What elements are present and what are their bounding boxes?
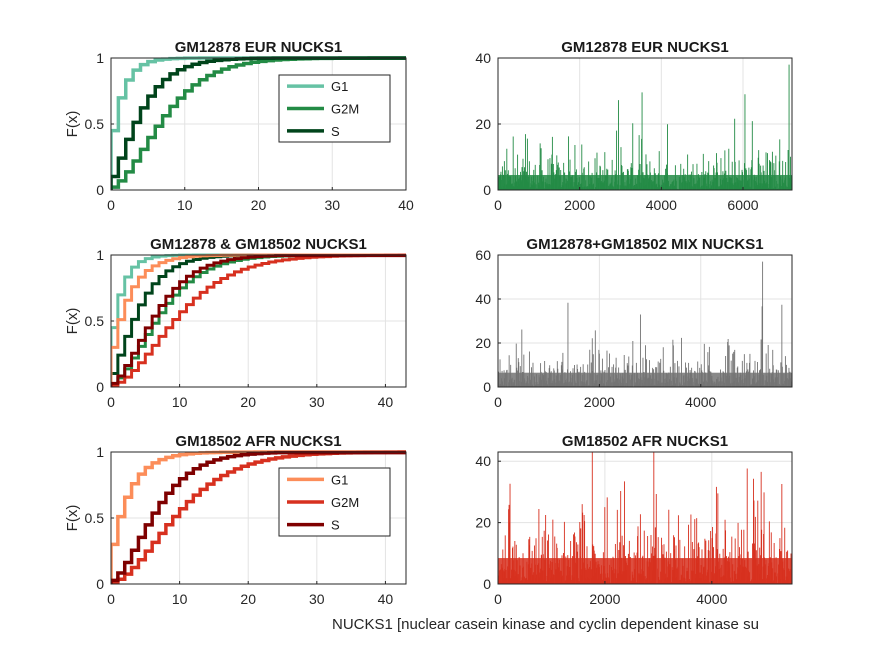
chart-title: GM18502 AFR NUCKS1 xyxy=(175,433,341,450)
chart-title: GM12878 EUR NUCKS1 xyxy=(175,39,343,56)
y-tick-label: 20 xyxy=(475,335,491,351)
chart-title: GM18502 AFR NUCKS1 xyxy=(562,433,728,450)
x-tick-label: 4000 xyxy=(685,394,716,410)
y-tick-label: 40 xyxy=(475,291,491,307)
bar-dense-fill xyxy=(498,558,792,584)
y-tick-label: 0 xyxy=(96,379,104,395)
x-tick-label: 30 xyxy=(309,591,325,607)
x-tick-label: 0 xyxy=(494,197,502,213)
chart-title: GM12878 & GM18502 NUCKS1 xyxy=(150,236,367,253)
bar-dense-fill xyxy=(498,174,792,190)
x-tick-label: 10 xyxy=(177,197,193,213)
y-axis-label: F(x) xyxy=(64,505,81,532)
x-tick-label: 2000 xyxy=(584,394,615,410)
x-tick-label: 0 xyxy=(107,591,115,607)
y-tick-label: 1 xyxy=(96,247,104,263)
bar-dense-fill xyxy=(498,372,792,387)
x-tick-label: 4000 xyxy=(646,197,677,213)
legend: G1 G2M S xyxy=(278,74,391,143)
plot-area xyxy=(498,255,792,387)
chart-title: GM12878 EUR NUCKS1 xyxy=(561,39,729,56)
series-line-5 xyxy=(111,254,406,387)
x-tick-label: 10 xyxy=(172,394,188,410)
x-tick-label: 10 xyxy=(172,591,188,607)
axes-box xyxy=(497,254,793,388)
legend-label-0: G1 xyxy=(331,472,348,487)
y-tick-label: 60 xyxy=(475,247,491,263)
x-tick-label: 2000 xyxy=(564,197,595,213)
y-axis-label: F(x) xyxy=(64,308,81,335)
chart-panel-p4: 0 2000 4000 0 20 40 60 GM12878+GM18502 MIX NUCK… xyxy=(475,236,793,410)
x-tick-label: 2000 xyxy=(589,591,620,607)
axes-box xyxy=(497,451,793,585)
x-tick-label: 4000 xyxy=(696,591,727,607)
figure-xlabel: NUCKS1 [nuclear casein kinase and cyclin… xyxy=(332,616,759,633)
legend-label-2: S xyxy=(331,124,340,139)
legend-label-1: G2M xyxy=(331,495,359,510)
y-tick-label: 0.5 xyxy=(85,313,105,329)
chart-panel-p5: 0 10 20 30 40 0 0.5 1 GM18502 AFR NUCKS1 F(x) G1 G2… xyxy=(64,433,407,607)
y-axis-label: F(x) xyxy=(64,111,81,138)
x-tick-label: 40 xyxy=(398,197,414,213)
y-tick-label: 0 xyxy=(96,182,104,198)
x-tick-label: 0 xyxy=(107,197,115,213)
x-tick-label: 30 xyxy=(324,197,340,213)
x-tick-label: 40 xyxy=(378,591,394,607)
y-tick-label: 1 xyxy=(96,444,104,460)
y-tick-label: 0 xyxy=(96,576,104,592)
x-tick-label: 6000 xyxy=(727,197,758,213)
legend-label-1: G2M xyxy=(331,102,359,117)
chart-panel-p3: 0 10 20 30 40 0 0.5 1 GM12878 & GM18502 NUCKS1 F(… xyxy=(64,236,407,410)
data-layer xyxy=(498,64,792,190)
y-tick-label: 0 xyxy=(483,576,491,592)
data-layer xyxy=(498,452,792,584)
x-tick-label: 20 xyxy=(240,591,256,607)
legend-label-0: G1 xyxy=(331,79,348,94)
x-tick-label: 0 xyxy=(494,591,502,607)
x-tick-label: 0 xyxy=(107,394,115,410)
x-tick-label: 20 xyxy=(240,394,256,410)
y-tick-label: 40 xyxy=(475,453,491,469)
y-tick-label: 1 xyxy=(96,50,104,66)
chart-panel-p6: 0 2000 4000 0 20 40 GM18502 AFR NUCKS1 xyxy=(475,433,793,607)
chart-panel-p1: 0 10 20 30 40 0 0.5 1 GM12878 EUR NUCKS1 F(x) G1 G2… xyxy=(64,39,414,213)
legend: G1 G2M S xyxy=(278,467,391,537)
y-tick-label: 0.5 xyxy=(85,116,105,132)
legend-label-2: S xyxy=(331,518,340,533)
series-line-2 xyxy=(111,450,406,584)
x-tick-label: 40 xyxy=(378,394,394,410)
y-tick-label: 40 xyxy=(475,50,491,66)
y-tick-label: 0 xyxy=(483,182,491,198)
chart-title: GM12878+GM18502 MIX NUCKS1 xyxy=(526,236,763,253)
x-tick-label: 20 xyxy=(251,197,267,213)
y-tick-label: 20 xyxy=(475,515,491,531)
x-tick-label: 30 xyxy=(309,394,325,410)
y-tick-label: 0.5 xyxy=(85,510,105,526)
x-tick-label: 0 xyxy=(494,394,502,410)
chart-panel-p2: 0 2000 4000 6000 0 20 40 GM12878 EUR NUCKS1 xyxy=(475,39,793,213)
y-tick-label: 0 xyxy=(483,379,491,395)
y-tick-label: 20 xyxy=(475,116,491,132)
